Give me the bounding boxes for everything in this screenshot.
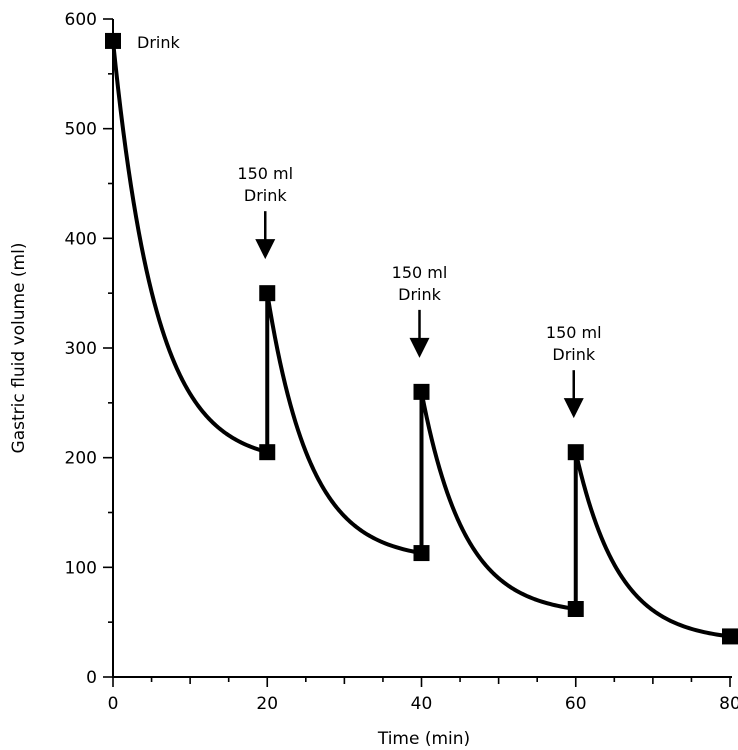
- x-tick-label: 60: [565, 694, 587, 714]
- y-tick-label: 400: [65, 229, 97, 249]
- x-tick-label: 20: [256, 694, 278, 714]
- data-point-marker: [567, 601, 584, 618]
- y-tick-label: 0: [86, 668, 97, 688]
- data-point-marker: [722, 628, 738, 645]
- x-axis-title: Time (min): [377, 729, 470, 749]
- y-tick-label: 600: [65, 10, 97, 30]
- y-tick-label: 200: [65, 449, 97, 469]
- y-axis-title: Gastric fluid volume (ml): [9, 243, 29, 454]
- dose-annotation-line1: 150 ml: [546, 323, 602, 342]
- y-tick-label: 300: [65, 339, 97, 359]
- x-tick-label: 40: [411, 694, 433, 714]
- series-line: [111, 40, 731, 639]
- dose-annotation-line2: Drink: [244, 186, 287, 205]
- drink-arrow-head: [563, 398, 584, 419]
- data-point-marker: [259, 285, 276, 302]
- drink-arrow-head: [409, 337, 430, 358]
- data-point-marker: [413, 545, 430, 562]
- dose-annotation-line2: Drink: [552, 345, 595, 364]
- y-tick-label: 100: [65, 558, 97, 578]
- y-tick-label: 500: [65, 120, 97, 140]
- x-tick-label: 0: [108, 694, 119, 714]
- data-point-marker: [105, 32, 121, 49]
- dose-annotation-line1: 150 ml: [237, 164, 293, 183]
- data-point-marker: [413, 383, 430, 400]
- drink-annotation: Drink: [137, 33, 180, 52]
- data-point-marker: [259, 444, 276, 461]
- dose-annotation-line1: 150 ml: [392, 263, 448, 282]
- x-tick-label: 80: [719, 694, 738, 714]
- drink-arrow-head: [255, 239, 276, 260]
- dose-annotation-line2: Drink: [398, 285, 441, 304]
- data-point-marker: [567, 444, 584, 461]
